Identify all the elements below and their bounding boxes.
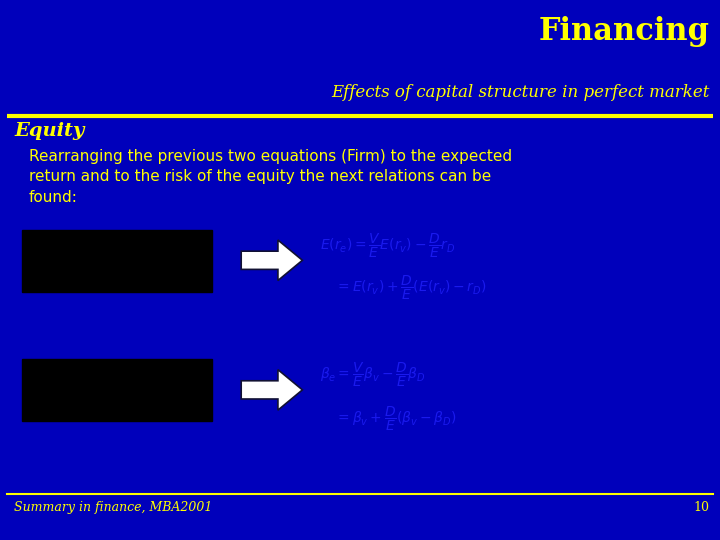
Text: $= E(r_v) + \dfrac{D}{E}(E(r_v) - r_D)$: $= E(r_v) + \dfrac{D}{E}(E(r_v) - r_D)$ bbox=[335, 274, 487, 302]
Bar bbox=[22, 359, 212, 421]
Text: Rearranging the previous two equations (Firm) to the expected
return and to the : Rearranging the previous two equations (… bbox=[29, 148, 512, 206]
Polygon shape bbox=[241, 240, 302, 280]
Text: Effects of capital structure in perfect market: Effects of capital structure in perfect … bbox=[330, 84, 709, 100]
Text: Financing: Financing bbox=[539, 16, 709, 47]
Bar bbox=[22, 230, 212, 292]
Text: Equity: Equity bbox=[14, 122, 85, 139]
Text: $E(r_e) = \dfrac{V}{E}E(r_v) - \dfrac{D}{E}r_D$: $E(r_e) = \dfrac{V}{E}E(r_v) - \dfrac{D}… bbox=[320, 232, 456, 260]
Text: Summary in finance, MBA2001: Summary in finance, MBA2001 bbox=[14, 501, 213, 514]
Polygon shape bbox=[241, 369, 302, 410]
Text: $= \beta_v + \dfrac{D}{E}(\beta_v - \beta_D)$: $= \beta_v + \dfrac{D}{E}(\beta_v - \bet… bbox=[335, 404, 456, 433]
Text: $\beta_e = \dfrac{V}{E}\beta_v - \dfrac{D}{E}\beta_D$: $\beta_e = \dfrac{V}{E}\beta_v - \dfrac{… bbox=[320, 361, 426, 389]
Text: 10: 10 bbox=[693, 501, 709, 514]
